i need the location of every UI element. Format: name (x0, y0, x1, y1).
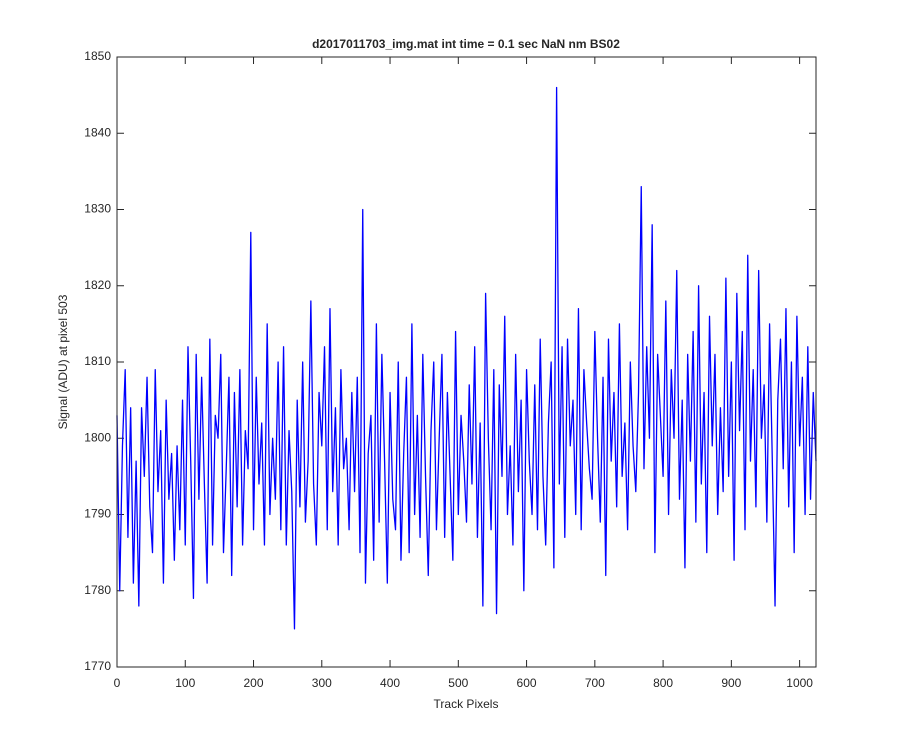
y-tick-label: 1850 (84, 49, 111, 63)
x-tick-label: 100 (175, 676, 195, 690)
chart-title: d2017011703_img.mat int time = 0.1 sec N… (312, 37, 620, 51)
y-tick-label: 1810 (84, 354, 111, 368)
plot-frame (116, 56, 817, 668)
x-axis-label: Track Pixels (434, 697, 499, 711)
y-tick-label: 1840 (84, 125, 111, 139)
y-tick-label: 1770 (84, 659, 111, 673)
y-tick-label: 1800 (84, 430, 111, 444)
x-tick-label: 900 (721, 676, 741, 690)
x-tick-label: 800 (653, 676, 673, 690)
x-tick-label: 200 (244, 676, 264, 690)
x-tick-label: 300 (312, 676, 332, 690)
x-tick-label: 1000 (786, 676, 813, 690)
y-axis-label: Signal (ADU) at pixel 503 (56, 294, 70, 429)
x-tick-label: 0 (114, 676, 121, 690)
y-tick-label: 1830 (84, 202, 111, 216)
x-tick-label: 400 (380, 676, 400, 690)
y-tick-label: 1780 (84, 583, 111, 597)
y-tick-label: 1790 (84, 507, 111, 521)
x-tick-label: 600 (517, 676, 537, 690)
x-tick-label: 700 (585, 676, 605, 690)
y-tick-label: 1820 (84, 278, 111, 292)
data-line (116, 86, 817, 630)
x-tick-label: 500 (448, 676, 468, 690)
